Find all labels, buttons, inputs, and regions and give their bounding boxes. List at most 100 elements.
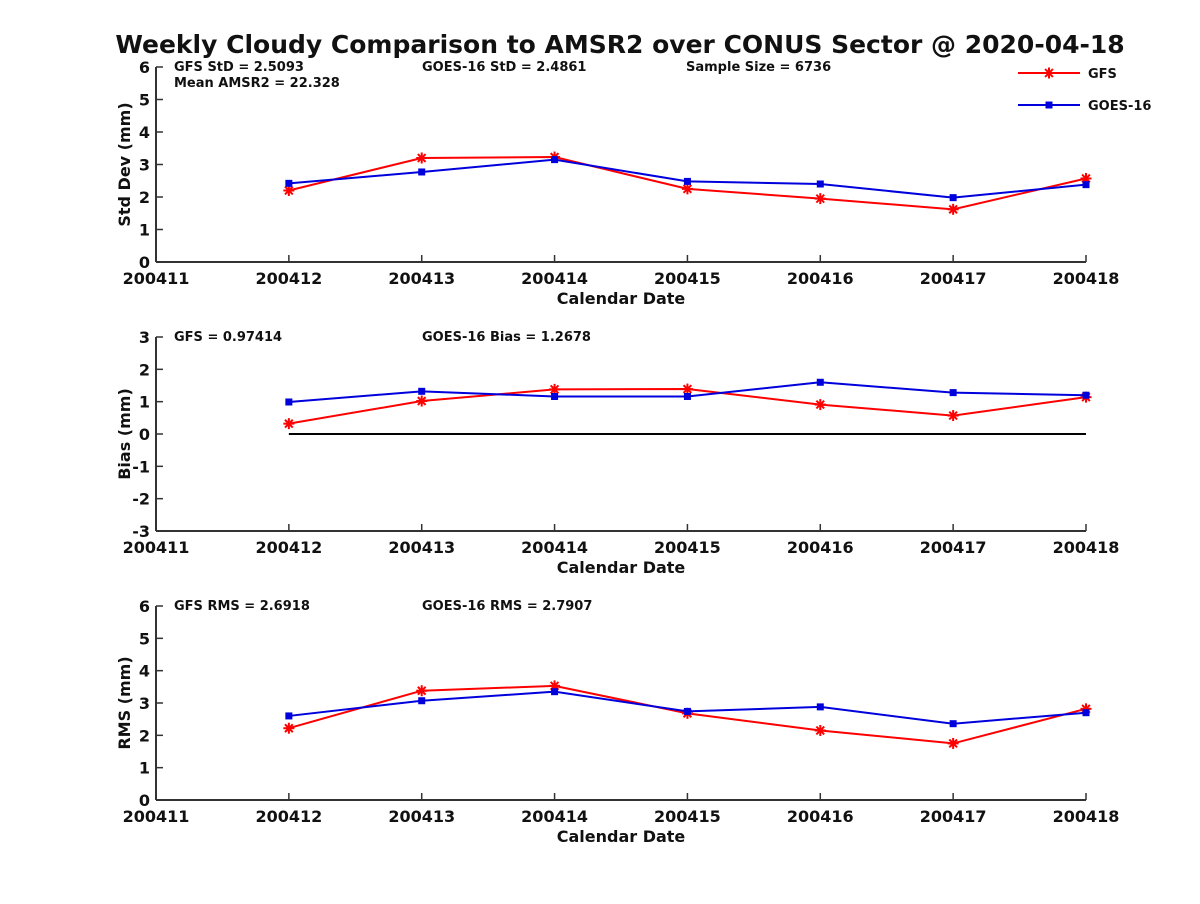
data-point-goes-16	[285, 712, 293, 720]
data-point-goes-16	[816, 378, 824, 386]
x-tick-label: 200416	[787, 807, 854, 826]
stat-annotation: Mean AMSR2 = 22.328	[174, 76, 340, 91]
chart-title: Weekly Cloudy Comparison to AMSR2 over C…	[115, 30, 1125, 59]
data-point-gfs	[814, 724, 826, 736]
square-marker-shape	[683, 707, 691, 715]
stat-annotation: GFS StD = 2.5093	[174, 60, 304, 75]
square-marker-shape	[551, 156, 559, 164]
asterisk-marker-stroke	[1081, 173, 1091, 184]
x-tick-label: 200418	[1053, 538, 1120, 557]
asterisk-marker-stroke	[284, 723, 294, 733]
data-point-goes-16	[418, 387, 426, 395]
y-tick-label: 5	[139, 91, 150, 110]
y-tick-label: -2	[132, 490, 150, 509]
square-marker-shape	[418, 168, 426, 176]
square-marker-shape	[816, 378, 824, 386]
stat-annotation: GFS = 0.97414	[174, 330, 282, 345]
asterisk-marker-stroke	[948, 410, 958, 421]
x-tick-label: 200417	[920, 807, 987, 826]
stat-annotation: GOES-16 RMS = 2.7907	[422, 599, 592, 614]
legend-marker-gfs	[1043, 67, 1055, 79]
series-line-goes-16	[288, 690, 1087, 725]
square-marker-shape	[683, 177, 691, 185]
y-tick-label: -1	[132, 457, 150, 476]
data-point-goes-16	[418, 697, 426, 705]
legend: GFS GOES-16	[1018, 67, 1151, 114]
data-point-goes-16	[816, 703, 824, 711]
x-axis-label: Calendar Date	[557, 827, 686, 846]
data-point-gfs	[814, 193, 826, 205]
legend-label: GOES-16	[1088, 99, 1151, 114]
data-point-gfs	[947, 203, 959, 215]
y-tick-label: 3	[139, 694, 150, 713]
data-point-goes-16	[551, 392, 559, 400]
y-axis-label: Std Dev (mm)	[115, 102, 134, 226]
x-tick-label: 200413	[388, 807, 455, 826]
square-marker-shape	[285, 179, 293, 187]
square-marker-shape	[285, 398, 293, 406]
data-point-goes-16	[1082, 391, 1090, 399]
x-tick-label: 200416	[787, 538, 854, 557]
square-marker-shape	[285, 712, 293, 720]
y-tick-label: 4	[139, 123, 150, 142]
y-tick-label: 0	[139, 791, 150, 810]
data-point-goes-16	[949, 389, 957, 397]
y-tick-label: 1	[139, 393, 150, 412]
asterisk-marker-stroke	[815, 194, 825, 204]
asterisk-marker-stroke	[815, 399, 825, 410]
data-point-goes-16	[285, 179, 293, 187]
x-tick-label: 200412	[255, 807, 322, 826]
y-tick-label: 0	[139, 253, 150, 272]
y-tick-label: 3	[139, 328, 150, 347]
asterisk-marker-stroke	[417, 686, 427, 696]
x-axis-label: Calendar Date	[557, 289, 686, 308]
x-tick-label: 200416	[787, 269, 854, 288]
x-tick-label: 200417	[920, 538, 987, 557]
asterisk-marker-stroke	[682, 384, 693, 394]
x-tick-label: 200412	[255, 538, 322, 557]
x-tick-label: 200411	[123, 269, 190, 288]
square-marker-shape	[551, 392, 559, 400]
data-point-gfs	[947, 737, 959, 749]
x-tick-label: 200417	[920, 269, 987, 288]
square-marker-shape	[418, 387, 426, 395]
x-tick-label: 200411	[123, 538, 190, 557]
stat-annotation: GFS RMS = 2.6918	[174, 599, 310, 614]
data-point-goes-16	[551, 156, 559, 164]
asterisk-marker-stroke	[284, 185, 294, 196]
y-axis-label: RMS (mm)	[115, 656, 134, 749]
data-point-goes-16	[418, 168, 426, 176]
asterisk-marker-stroke	[417, 396, 427, 406]
data-point-gfs	[681, 383, 693, 395]
asterisk-marker-stroke	[417, 153, 427, 163]
x-tick-label: 200415	[654, 269, 721, 288]
x-tick-label: 200415	[654, 807, 721, 826]
x-tick-label: 200418	[1053, 269, 1120, 288]
y-tick-label: 2	[139, 726, 150, 745]
asterisk-marker-stroke	[815, 725, 825, 736]
asterisk-marker-stroke	[948, 204, 958, 214]
square-marker-shape	[1082, 391, 1090, 399]
data-point-goes-16	[949, 194, 957, 202]
y-tick-label: -3	[132, 522, 150, 541]
square-marker-shape	[683, 392, 691, 400]
y-tick-label: 6	[139, 597, 150, 616]
data-point-gfs	[814, 399, 826, 411]
data-point-goes-16	[551, 688, 559, 696]
data-point-gfs	[947, 410, 959, 422]
asterisk-marker-stroke	[284, 419, 294, 429]
data-point-gfs	[283, 418, 295, 430]
data-point-goes-16	[1082, 181, 1090, 189]
data-point-gfs	[283, 722, 295, 734]
y-tick-label: 6	[139, 58, 150, 77]
square-marker-shape	[816, 703, 824, 711]
data-point-goes-16	[285, 398, 293, 406]
square-marker-shape	[816, 180, 824, 188]
x-tick-label: 200414	[521, 807, 588, 826]
data-point-goes-16	[683, 707, 691, 715]
data-point-gfs	[283, 185, 295, 196]
y-tick-label: 2	[139, 188, 150, 207]
x-tick-label: 200415	[654, 538, 721, 557]
square-marker-shape	[1082, 181, 1090, 189]
